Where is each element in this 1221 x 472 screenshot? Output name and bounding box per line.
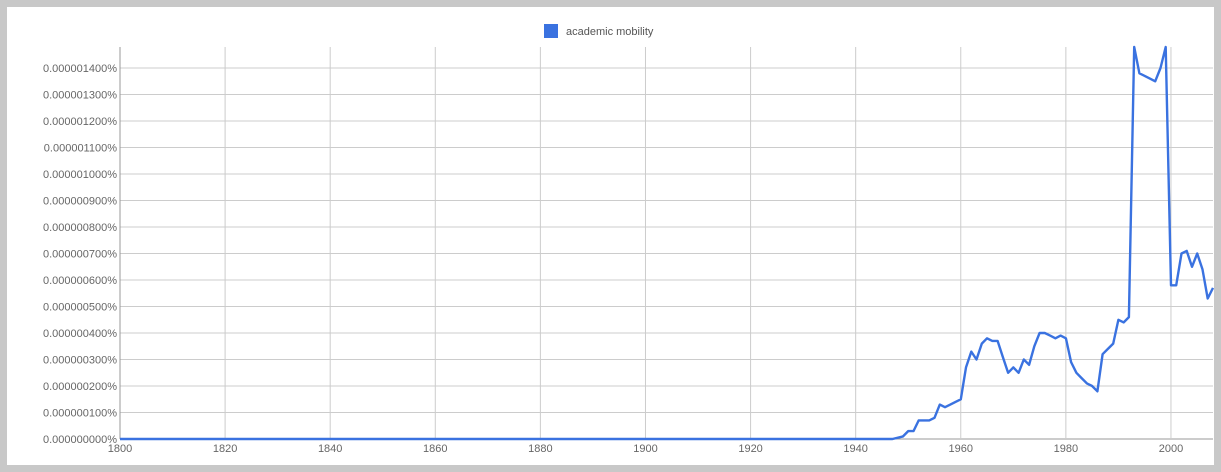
y-tick-label: 0.000001100% [44, 143, 117, 155]
grid-layer [119, 47, 1213, 440]
y-tick-label: 0.000000600% [43, 275, 117, 287]
axis-layer: 0.000000000% 0.000000100% 0.000000200% 0.00… [43, 47, 1183, 455]
x-tick-label: 2000 [1159, 443, 1183, 455]
legend[interactable]: academic mobility [544, 24, 654, 38]
x-tick-label: 1880 [528, 443, 552, 455]
y-tick-label: 0.000000400% [43, 328, 117, 340]
y-tick-label: 0.000000100% [43, 408, 117, 420]
x-tick-label: 1900 [633, 443, 657, 455]
y-tick-label: 0.000000200% [43, 381, 117, 393]
series-layer [120, 45, 1215, 441]
y-tick-label: 0.000001000% [43, 169, 117, 181]
y-tick-label: 0.000000300% [43, 355, 117, 367]
y-tick-label: 0.000001200% [43, 116, 117, 128]
x-tick-label: 1920 [738, 443, 762, 455]
y-tick-label: 0.000000800% [43, 222, 117, 234]
x-tick-label: 1960 [949, 443, 973, 455]
x-tick-label: 1860 [423, 443, 447, 455]
y-tick-label: 0.000000000% [43, 434, 117, 446]
x-tick-label: 1820 [213, 443, 237, 455]
y-tick-label: 0.000000700% [43, 249, 117, 261]
y-tick-label: 0.000001400% [43, 63, 117, 75]
x-tick-label: 1940 [843, 443, 867, 455]
x-tick-label: 1840 [318, 443, 342, 455]
x-tick-label: 1800 [108, 443, 132, 455]
legend-label: academic mobility [566, 26, 654, 38]
y-tick-label: 0.000000900% [43, 196, 117, 208]
y-tick-label: 0.000001300% [43, 90, 117, 102]
series-line[interactable] [120, 45, 1215, 441]
legend-swatch [544, 24, 558, 38]
y-tick-label: 0.000000500% [43, 302, 117, 314]
x-tick-label: 1980 [1054, 443, 1078, 455]
